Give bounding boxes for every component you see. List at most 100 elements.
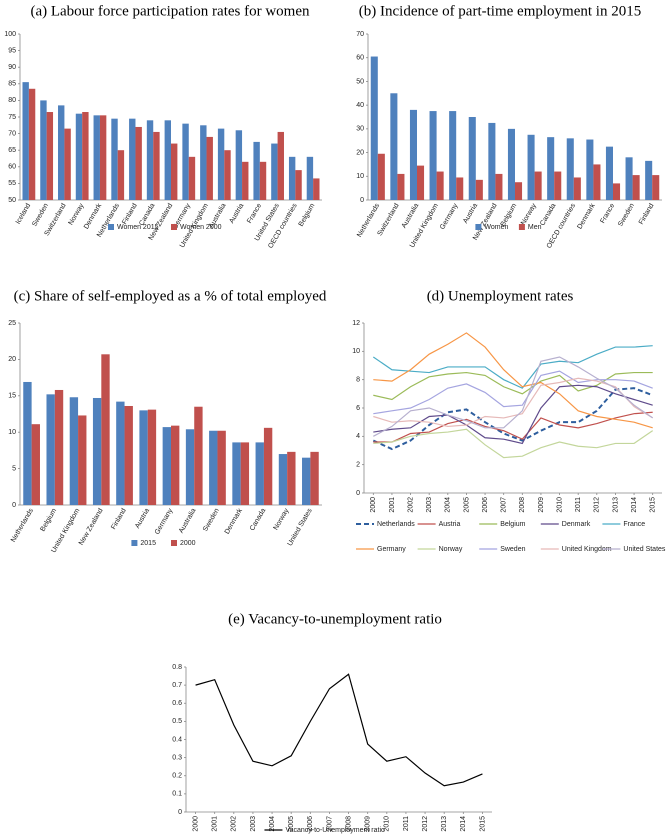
bar	[310, 451, 319, 505]
x-tick-label: 2012	[422, 816, 429, 832]
y-tick-label: 95	[8, 47, 16, 54]
bar	[117, 150, 125, 200]
x-tick-label: Australia	[178, 507, 198, 534]
y-tick-label: 100	[4, 31, 16, 38]
bar	[182, 123, 189, 200]
bar	[78, 415, 87, 505]
bar	[449, 111, 457, 200]
bar	[31, 424, 40, 505]
line	[373, 377, 654, 428]
x-tick-label: New Zealand	[78, 507, 105, 546]
legend-swatch	[131, 540, 138, 546]
bar	[22, 82, 29, 200]
bar	[147, 409, 157, 505]
chart-title: (a) Labour force participation rates for…	[30, 3, 310, 19]
x-tick-label: 2010	[556, 497, 563, 513]
bar	[456, 177, 464, 200]
bar	[625, 157, 633, 200]
bar	[566, 138, 574, 200]
y-tick-label: 0.8	[172, 664, 182, 671]
x-tick-label: Belgium	[39, 507, 58, 533]
x-tick-label: Austria	[228, 202, 245, 224]
x-tick-label: 2008	[519, 497, 526, 513]
y-tick-label: 5	[12, 465, 16, 472]
bar	[271, 143, 278, 200]
y-tick-label: 0	[12, 502, 16, 509]
y-tick-label: 75	[8, 114, 16, 121]
x-tick-label: Australia	[401, 202, 421, 229]
bar	[185, 429, 195, 505]
bar	[515, 182, 523, 200]
bar	[124, 405, 133, 505]
x-tick-label: Finland	[121, 202, 139, 225]
y-tick-label: 15	[8, 393, 16, 400]
legend-label: Sweden	[500, 546, 525, 553]
bar	[171, 425, 180, 505]
x-tick-label: Norway	[273, 507, 291, 531]
chart-title: (c) Share of self-employed as a % of tot…	[14, 288, 327, 304]
bar	[495, 173, 503, 200]
y-tick-label: 30	[356, 126, 364, 133]
x-tick-label: 2004	[445, 497, 452, 513]
bar	[488, 122, 496, 200]
y-tick-label: 80	[8, 97, 16, 104]
bar	[54, 389, 64, 505]
legend-label: Men	[528, 224, 542, 231]
x-tick-label: 2005	[463, 497, 470, 513]
x-tick-label: Canada	[539, 202, 557, 227]
x-tick-label: 2000	[192, 816, 199, 832]
bar	[82, 112, 89, 200]
y-tick-label: 0.1	[172, 791, 182, 798]
bar	[116, 401, 125, 505]
y-tick-label: 60	[356, 55, 364, 62]
x-tick-label: Germany	[154, 507, 175, 536]
bar	[475, 179, 483, 200]
bar	[306, 156, 314, 200]
bar	[302, 457, 311, 505]
y-tick-label: 4	[356, 433, 360, 440]
bar	[593, 164, 601, 200]
x-tick-label: 2002	[407, 497, 414, 513]
chart-title: (b) Incidence of part-time employment in…	[359, 3, 641, 19]
x-tick-label: Finland	[110, 507, 128, 530]
x-tick-label: 2013	[612, 497, 619, 513]
x-tick-label: United States	[287, 507, 314, 547]
bar	[468, 117, 476, 200]
bar	[240, 442, 250, 505]
bar	[40, 100, 47, 200]
bar	[171, 143, 178, 200]
bar	[390, 93, 398, 200]
chart-title: (e) Vacancy-to-unemployment ratio	[228, 611, 442, 627]
x-tick-label: 2011	[575, 497, 582, 512]
bar	[534, 171, 542, 200]
bar	[527, 134, 535, 200]
y-tick-label: 90	[8, 64, 16, 71]
legend-label: Norway	[439, 546, 463, 553]
legend-label: Women 2015	[117, 224, 159, 231]
legend-swatch	[475, 224, 482, 230]
bar	[645, 160, 653, 200]
bar	[409, 109, 417, 200]
bar	[206, 136, 213, 200]
bar	[278, 454, 288, 505]
y-tick-label: 85	[8, 81, 16, 88]
bar	[23, 381, 32, 505]
bar	[313, 178, 320, 200]
bar	[377, 153, 385, 200]
x-tick-label: 2001	[212, 816, 219, 832]
y-tick-label: 10	[8, 429, 16, 436]
x-tick-label: 2006	[482, 497, 489, 513]
x-tick-label: 2011	[403, 816, 410, 831]
legend-swatch	[171, 540, 177, 546]
bar	[554, 171, 562, 200]
legend-label: Netherlands	[377, 521, 415, 528]
legend-swatch	[171, 224, 177, 230]
x-tick-label: 2015	[650, 497, 657, 513]
line	[372, 345, 653, 389]
bar	[547, 137, 555, 200]
bar	[287, 451, 296, 505]
bar	[397, 173, 405, 200]
y-tick-label: 0.6	[172, 700, 182, 707]
x-tick-label: 2007	[326, 816, 333, 832]
